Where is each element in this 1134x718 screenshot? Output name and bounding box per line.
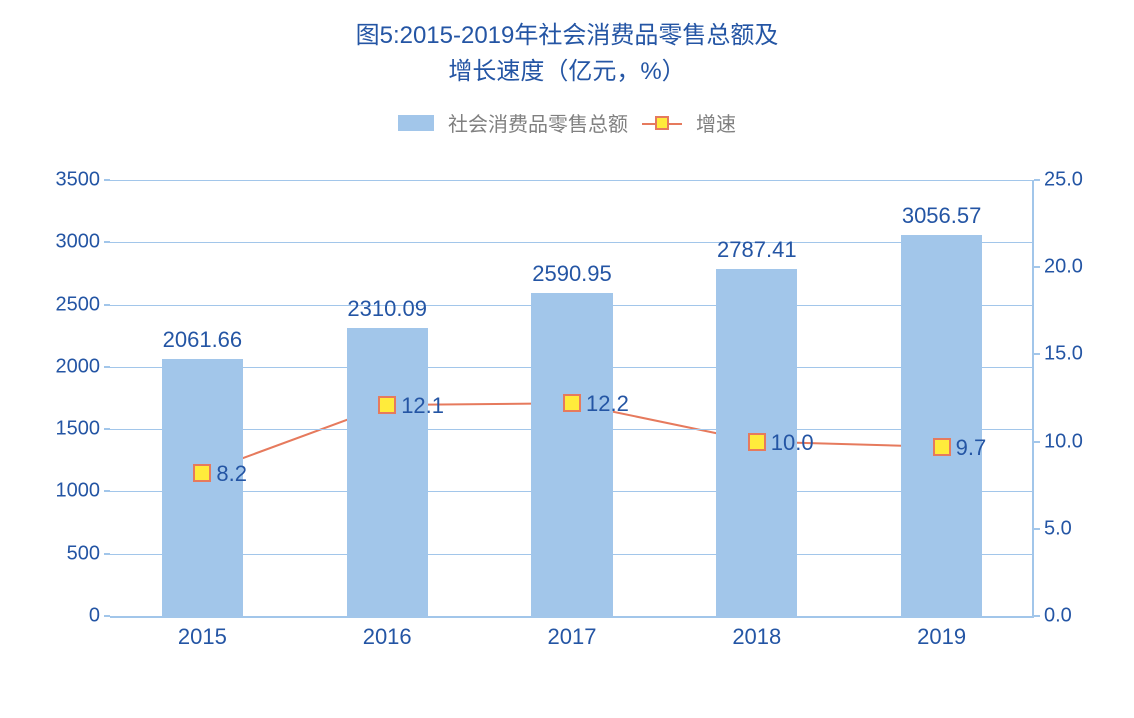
bar-value-label: 2061.66 bbox=[163, 327, 243, 359]
y-left-tick-label: 1500 bbox=[56, 418, 111, 441]
bar bbox=[531, 293, 612, 616]
bar-value-label: 3056.57 bbox=[902, 203, 982, 235]
y-left-tick-label: 3500 bbox=[56, 169, 111, 192]
plot-area: 05001000150020002500300035000.05.010.015… bbox=[110, 180, 1034, 618]
legend-line-swatch bbox=[642, 115, 682, 131]
chart-area: 05001000150020002500300035000.05.010.015… bbox=[110, 180, 1034, 648]
line-marker bbox=[748, 433, 766, 451]
bar bbox=[347, 328, 428, 616]
x-tick-label: 2018 bbox=[732, 624, 781, 650]
chart-title: 图5:2015-2019年社会消费品零售总额及 增长速度（亿元，%） bbox=[0, 0, 1134, 90]
legend: 社会消费品零售总额 增速 bbox=[0, 108, 1134, 137]
y-right-tick-label: 10.0 bbox=[1034, 430, 1083, 453]
gridline bbox=[110, 242, 1034, 243]
y-left-tick-label: 2500 bbox=[56, 293, 111, 316]
bar bbox=[162, 359, 243, 616]
line-value-label: 9.7 bbox=[956, 435, 987, 461]
line-value-label: 10.0 bbox=[771, 430, 814, 456]
line-value-label: 12.2 bbox=[586, 391, 629, 417]
bar-value-label: 2590.95 bbox=[532, 261, 612, 293]
y-right-tick-label: 25.0 bbox=[1034, 169, 1083, 192]
x-tick-label: 2016 bbox=[363, 624, 412, 650]
x-tick-label: 2015 bbox=[178, 624, 227, 650]
y-left-tick-label: 2000 bbox=[56, 355, 111, 378]
legend-bar-swatch bbox=[398, 115, 434, 131]
bar-value-label: 2310.09 bbox=[347, 296, 427, 328]
line-marker bbox=[378, 396, 396, 414]
x-tick-label: 2017 bbox=[548, 624, 597, 650]
y-left-tick-label: 3000 bbox=[56, 231, 111, 254]
gridline bbox=[110, 616, 1034, 617]
bar bbox=[901, 235, 982, 616]
legend-bar-label: 社会消费品零售总额 bbox=[448, 108, 628, 137]
y-right-tick-label: 15.0 bbox=[1034, 343, 1083, 366]
line-value-label: 8.2 bbox=[216, 461, 247, 487]
line-marker bbox=[563, 394, 581, 412]
gridline bbox=[110, 180, 1034, 181]
y-right-tick-label: 20.0 bbox=[1034, 256, 1083, 279]
bar-value-label: 2787.41 bbox=[717, 237, 797, 269]
y-left-tick-label: 1000 bbox=[56, 480, 111, 503]
x-axis-labels: 2015 2016 2017 2018 2019 bbox=[110, 618, 1034, 648]
legend-line-label: 增速 bbox=[696, 108, 736, 137]
x-tick-label: 2019 bbox=[917, 624, 966, 650]
line-marker bbox=[193, 464, 211, 482]
line-marker bbox=[933, 438, 951, 456]
title-line2: 增长速度（亿元，%） bbox=[0, 54, 1134, 90]
line-value-label: 12.1 bbox=[401, 393, 444, 419]
title-line1: 图5:2015-2019年社会消费品零售总额及 bbox=[0, 18, 1134, 54]
